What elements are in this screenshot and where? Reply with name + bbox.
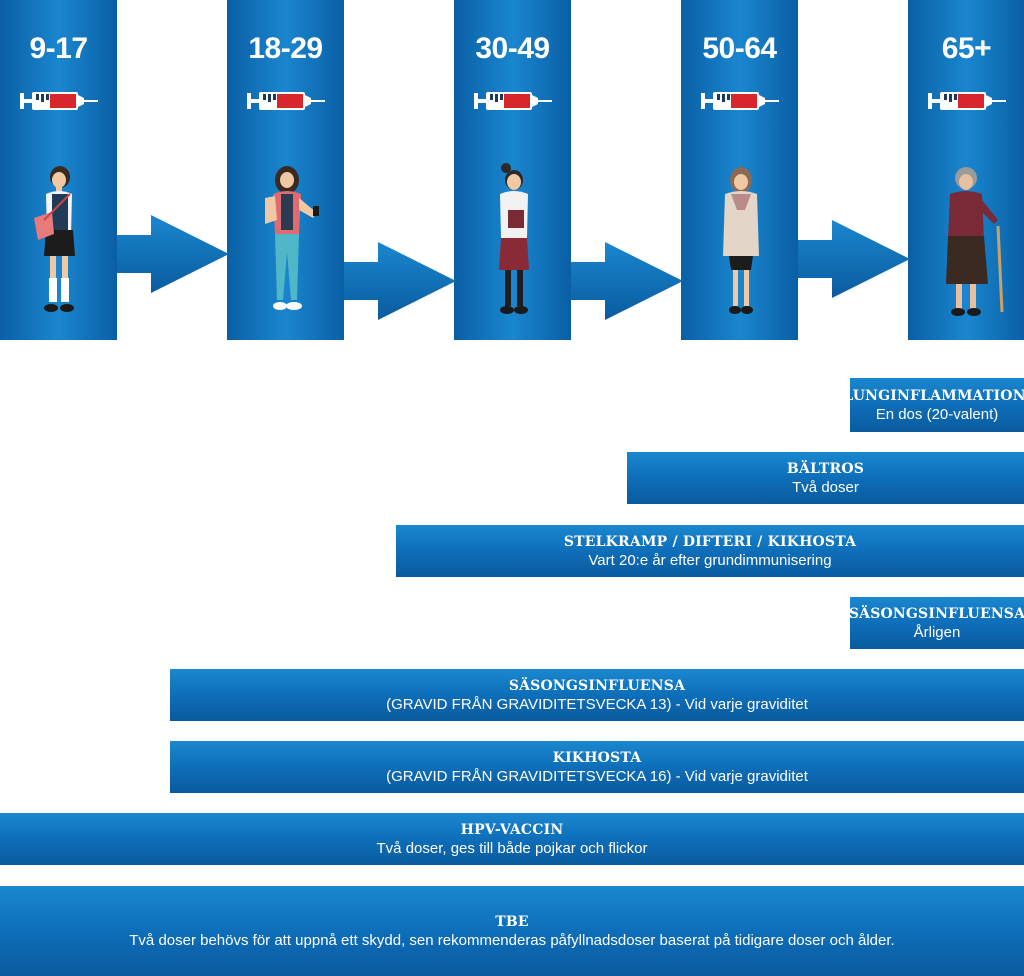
vaccine-detail: Två doser, ges till både pojkar och flic… [376,839,648,857]
vaccine-bar-tetanus-diphtheria-pertussis: STELKRAMP / DIFTERI / KIKHOSTA Vart 20:e… [396,525,1024,577]
vaccine-title: STELKRAMP / DIFTERI / KIKHOSTA [563,533,857,550]
vaccine-title: SÄSONGSINFLUENSA [508,677,686,694]
arrow-right-icon [344,242,456,320]
vaccine-detail: (GRAVID FRÅN GRAVIDITETSVECKA 13) - Vid … [386,695,808,713]
syringe-icon [20,92,98,110]
vaccine-title: BÄLTROS [786,460,865,477]
vaccine-bar-hpv: HPV-VACCIN Två doser, ges till både pojk… [0,813,1024,865]
schoolgirl-icon [34,166,75,312]
arrow-right-icon [117,215,229,293]
syringe-icon [928,92,1006,110]
age-label: 65+ [941,32,992,65]
age-label: 50-64 [702,32,777,65]
vaccine-title: HPV-VACCIN [460,821,564,838]
vaccine-bar-seasonal-flu-pregnant: SÄSONGSINFLUENSA (GRAVID FRÅN GRAVIDITET… [170,669,1024,721]
age-column-65-plus: 65+ [908,0,1024,340]
vaccine-bar-seasonal-flu-65: SÄSONGSINFLUENSA Årligen [848,597,1024,649]
syringe-icon [474,92,552,110]
vaccine-detail: Årligen [913,623,961,641]
syringe-icon [701,92,779,110]
elderly-woman-with-cane-icon [946,167,1004,316]
vaccine-bar-shingles: BÄLTROS Två doser [627,452,1024,504]
age-column-50-64: 50-64 [681,0,798,340]
arrow-right-icon [798,220,910,298]
age-column-30-49: 30-49 [454,0,571,340]
vaccine-detail: Två doser [792,478,859,496]
young-woman-icon [265,166,319,310]
vaccine-title: LUNGINFLAMMATION: [843,387,1024,404]
age-column-18-29: 18-29 [227,0,344,340]
syringe-icon [247,92,325,110]
vaccine-bar-pertussis-pregnant: KIKHOSTA (GRAVID FRÅN GRAVIDITETSVECKA 1… [170,741,1024,793]
age-label: 30-49 [475,32,550,65]
vaccine-detail: Två doser behövs för att uppnå ett skydd… [129,931,895,949]
vaccine-title: KIKHOSTA [552,749,642,766]
vaccine-bar-tbe: TBE Två doser behövs för att uppnå ett s… [0,886,1024,976]
vaccine-detail: (GRAVID FRÅN GRAVIDITETSVECKA 16) - Vid … [386,767,808,785]
vaccine-detail: Vart 20:e år efter grundimmunisering [588,551,832,569]
vaccine-detail: En dos (20-valent) [875,405,999,423]
vaccine-title: TBE [495,913,529,930]
woman-with-book-icon [499,163,529,314]
age-label: 18-29 [248,32,323,65]
vaccine-title: SÄSONGSINFLUENSA [848,605,1024,622]
age-column-9-17: 9-17 [0,0,117,340]
vaccine-bar-pneumonia: LUNGINFLAMMATION: En dos (20-valent) [843,378,1024,432]
middle-aged-woman-icon [723,167,759,314]
arrow-right-icon [571,242,683,320]
age-label: 9-17 [29,32,88,65]
